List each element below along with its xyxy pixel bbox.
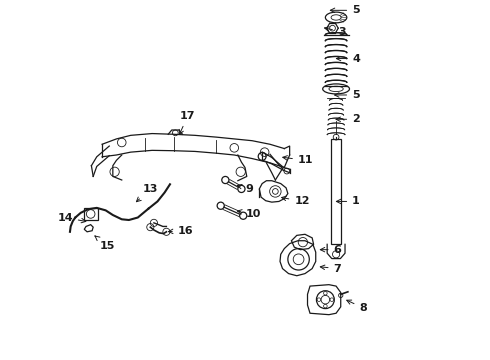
Text: 8: 8: [347, 300, 367, 313]
Text: 5: 5: [330, 5, 360, 15]
Bar: [331, 139, 341, 244]
Text: 11: 11: [283, 156, 314, 165]
Text: 3: 3: [324, 27, 345, 37]
Text: 16: 16: [169, 226, 194, 236]
Text: 14: 14: [57, 212, 86, 223]
Text: 10: 10: [237, 209, 261, 219]
Text: 5: 5: [335, 90, 360, 100]
Bar: [83, 207, 98, 220]
Text: 1: 1: [336, 197, 360, 206]
Text: 15: 15: [95, 236, 115, 251]
Text: 9: 9: [237, 184, 254, 194]
Text: 13: 13: [136, 184, 158, 202]
Text: 7: 7: [320, 264, 342, 274]
Text: 6: 6: [320, 245, 342, 255]
Text: 12: 12: [282, 196, 310, 206]
Text: 17: 17: [179, 111, 196, 134]
Text: 4: 4: [336, 54, 360, 64]
Text: 2: 2: [336, 114, 360, 124]
